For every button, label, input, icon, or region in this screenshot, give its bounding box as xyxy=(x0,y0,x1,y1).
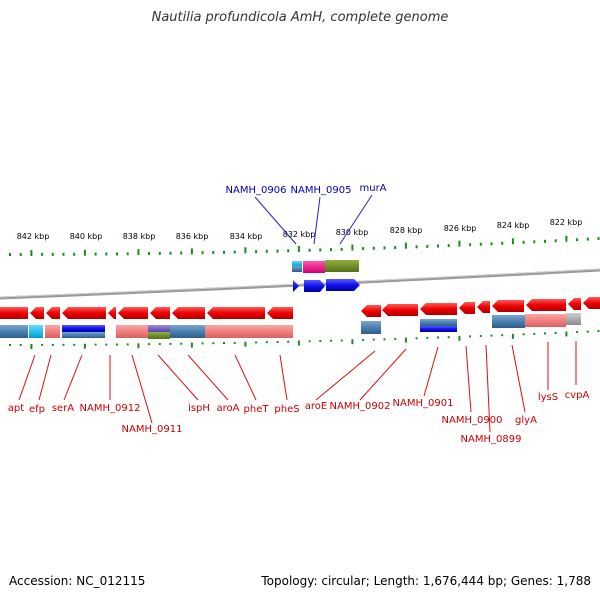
forward-strand xyxy=(292,260,360,292)
cog-box xyxy=(292,261,302,266)
gene-label: pheS xyxy=(274,404,299,415)
gene-label: pheT xyxy=(244,404,270,415)
gene-arrow-phes xyxy=(267,307,293,319)
ruler-label: 830 kbp xyxy=(336,228,369,237)
red-labels: apt efp serA NAMH_0912 NAMH_0911 ispH ar… xyxy=(8,390,590,445)
gene-arrow-small xyxy=(108,307,116,319)
gene-label: NAMH_0912 xyxy=(80,403,141,414)
gene-arrow-aroa xyxy=(172,307,205,319)
gene-arrow-cvpa xyxy=(568,298,581,310)
gene-label: apt xyxy=(8,403,24,414)
cog-box xyxy=(325,260,359,272)
gene-arrow-mura xyxy=(326,279,360,291)
ruler-label: 824 kbp xyxy=(497,221,530,230)
ruler-label: 828 kbp xyxy=(390,226,423,235)
blue-labels: NAMH_0906 NAMH_0905 murA xyxy=(226,183,387,196)
gene-arrow-namh-0900 xyxy=(459,302,475,314)
gene-label: NAMH_0902 xyxy=(330,401,391,412)
gene-label: NAMH_0911 xyxy=(122,424,183,435)
gene-label: NAMH_0905 xyxy=(291,185,352,196)
reverse-strand-arrows xyxy=(0,297,600,319)
cog-box xyxy=(292,266,302,272)
gene-arrow-lyss xyxy=(526,299,566,311)
gene-arrow-namh-0905 xyxy=(304,280,325,292)
genome-summary-text: Topology: circular; Length: 1,676,444 bp… xyxy=(261,574,591,588)
top-tick-row xyxy=(9,235,600,256)
gene-label: NAMH_0900 xyxy=(442,415,503,426)
ruler-labels: 842 kbp 840 kbp 838 kbp 836 kbp 834 kbp … xyxy=(17,218,583,241)
genome-backbone xyxy=(0,268,600,300)
gene-label: aroA xyxy=(217,403,240,414)
gene-arrow-glya xyxy=(492,300,524,312)
gene-arrow-apt xyxy=(0,307,28,319)
accession-text: Accession: NC_012115 xyxy=(9,574,146,588)
gene-arrow-namh-0902 xyxy=(382,304,418,316)
ruler-label: 822 kbp xyxy=(550,218,583,227)
gene-label: efp xyxy=(29,404,45,415)
map-title: Nautilia profundicola AmH, complete geno… xyxy=(151,10,449,25)
ruler-label: 826 kbp xyxy=(444,224,477,233)
gene-arrow-sera xyxy=(46,307,60,319)
gene-label: ispH xyxy=(188,403,210,414)
ruler-label: 834 kbp xyxy=(230,232,263,241)
gene-arrow-isph xyxy=(150,307,170,319)
gene-label: glyA xyxy=(515,415,537,426)
gene-label: lysS xyxy=(538,392,558,403)
gene-label: aroE xyxy=(305,401,327,412)
gene-arrow-namh-0899 xyxy=(477,301,490,313)
gene-label: murA xyxy=(359,183,386,194)
gene-label: NAMH_0901 xyxy=(393,398,454,409)
gene-arrow-efp xyxy=(30,307,44,319)
ruler-label: 842 kbp xyxy=(17,232,50,241)
gene-arrow-aroe xyxy=(361,305,381,317)
ruler-label: 840 kbp xyxy=(70,232,103,241)
gene-arrow-phet xyxy=(207,307,265,319)
red-leaders xyxy=(18,341,577,433)
gene-label: NAMH_0906 xyxy=(226,185,287,196)
gene-arrow-namh-0906 xyxy=(293,280,299,292)
gene-arrow-edge xyxy=(583,297,600,309)
gene-label: cvpA xyxy=(565,390,590,401)
ruler-label: 838 kbp xyxy=(123,232,156,241)
gene-arrow-namh-0911 xyxy=(118,307,148,319)
gene-label: serA xyxy=(52,403,74,414)
reverse-strand-cog xyxy=(0,313,581,339)
ruler-label: 832 kbp xyxy=(283,230,316,239)
cog-box xyxy=(303,261,325,273)
gene-arrow-namh-0901 xyxy=(420,303,457,315)
ruler-label: 836 kbp xyxy=(176,232,209,241)
blue-leaders xyxy=(254,194,373,245)
bottom-tick-row xyxy=(9,330,600,349)
gene-arrow-namh-0912 xyxy=(62,307,106,319)
gene-label: NAMH_0899 xyxy=(461,434,522,445)
